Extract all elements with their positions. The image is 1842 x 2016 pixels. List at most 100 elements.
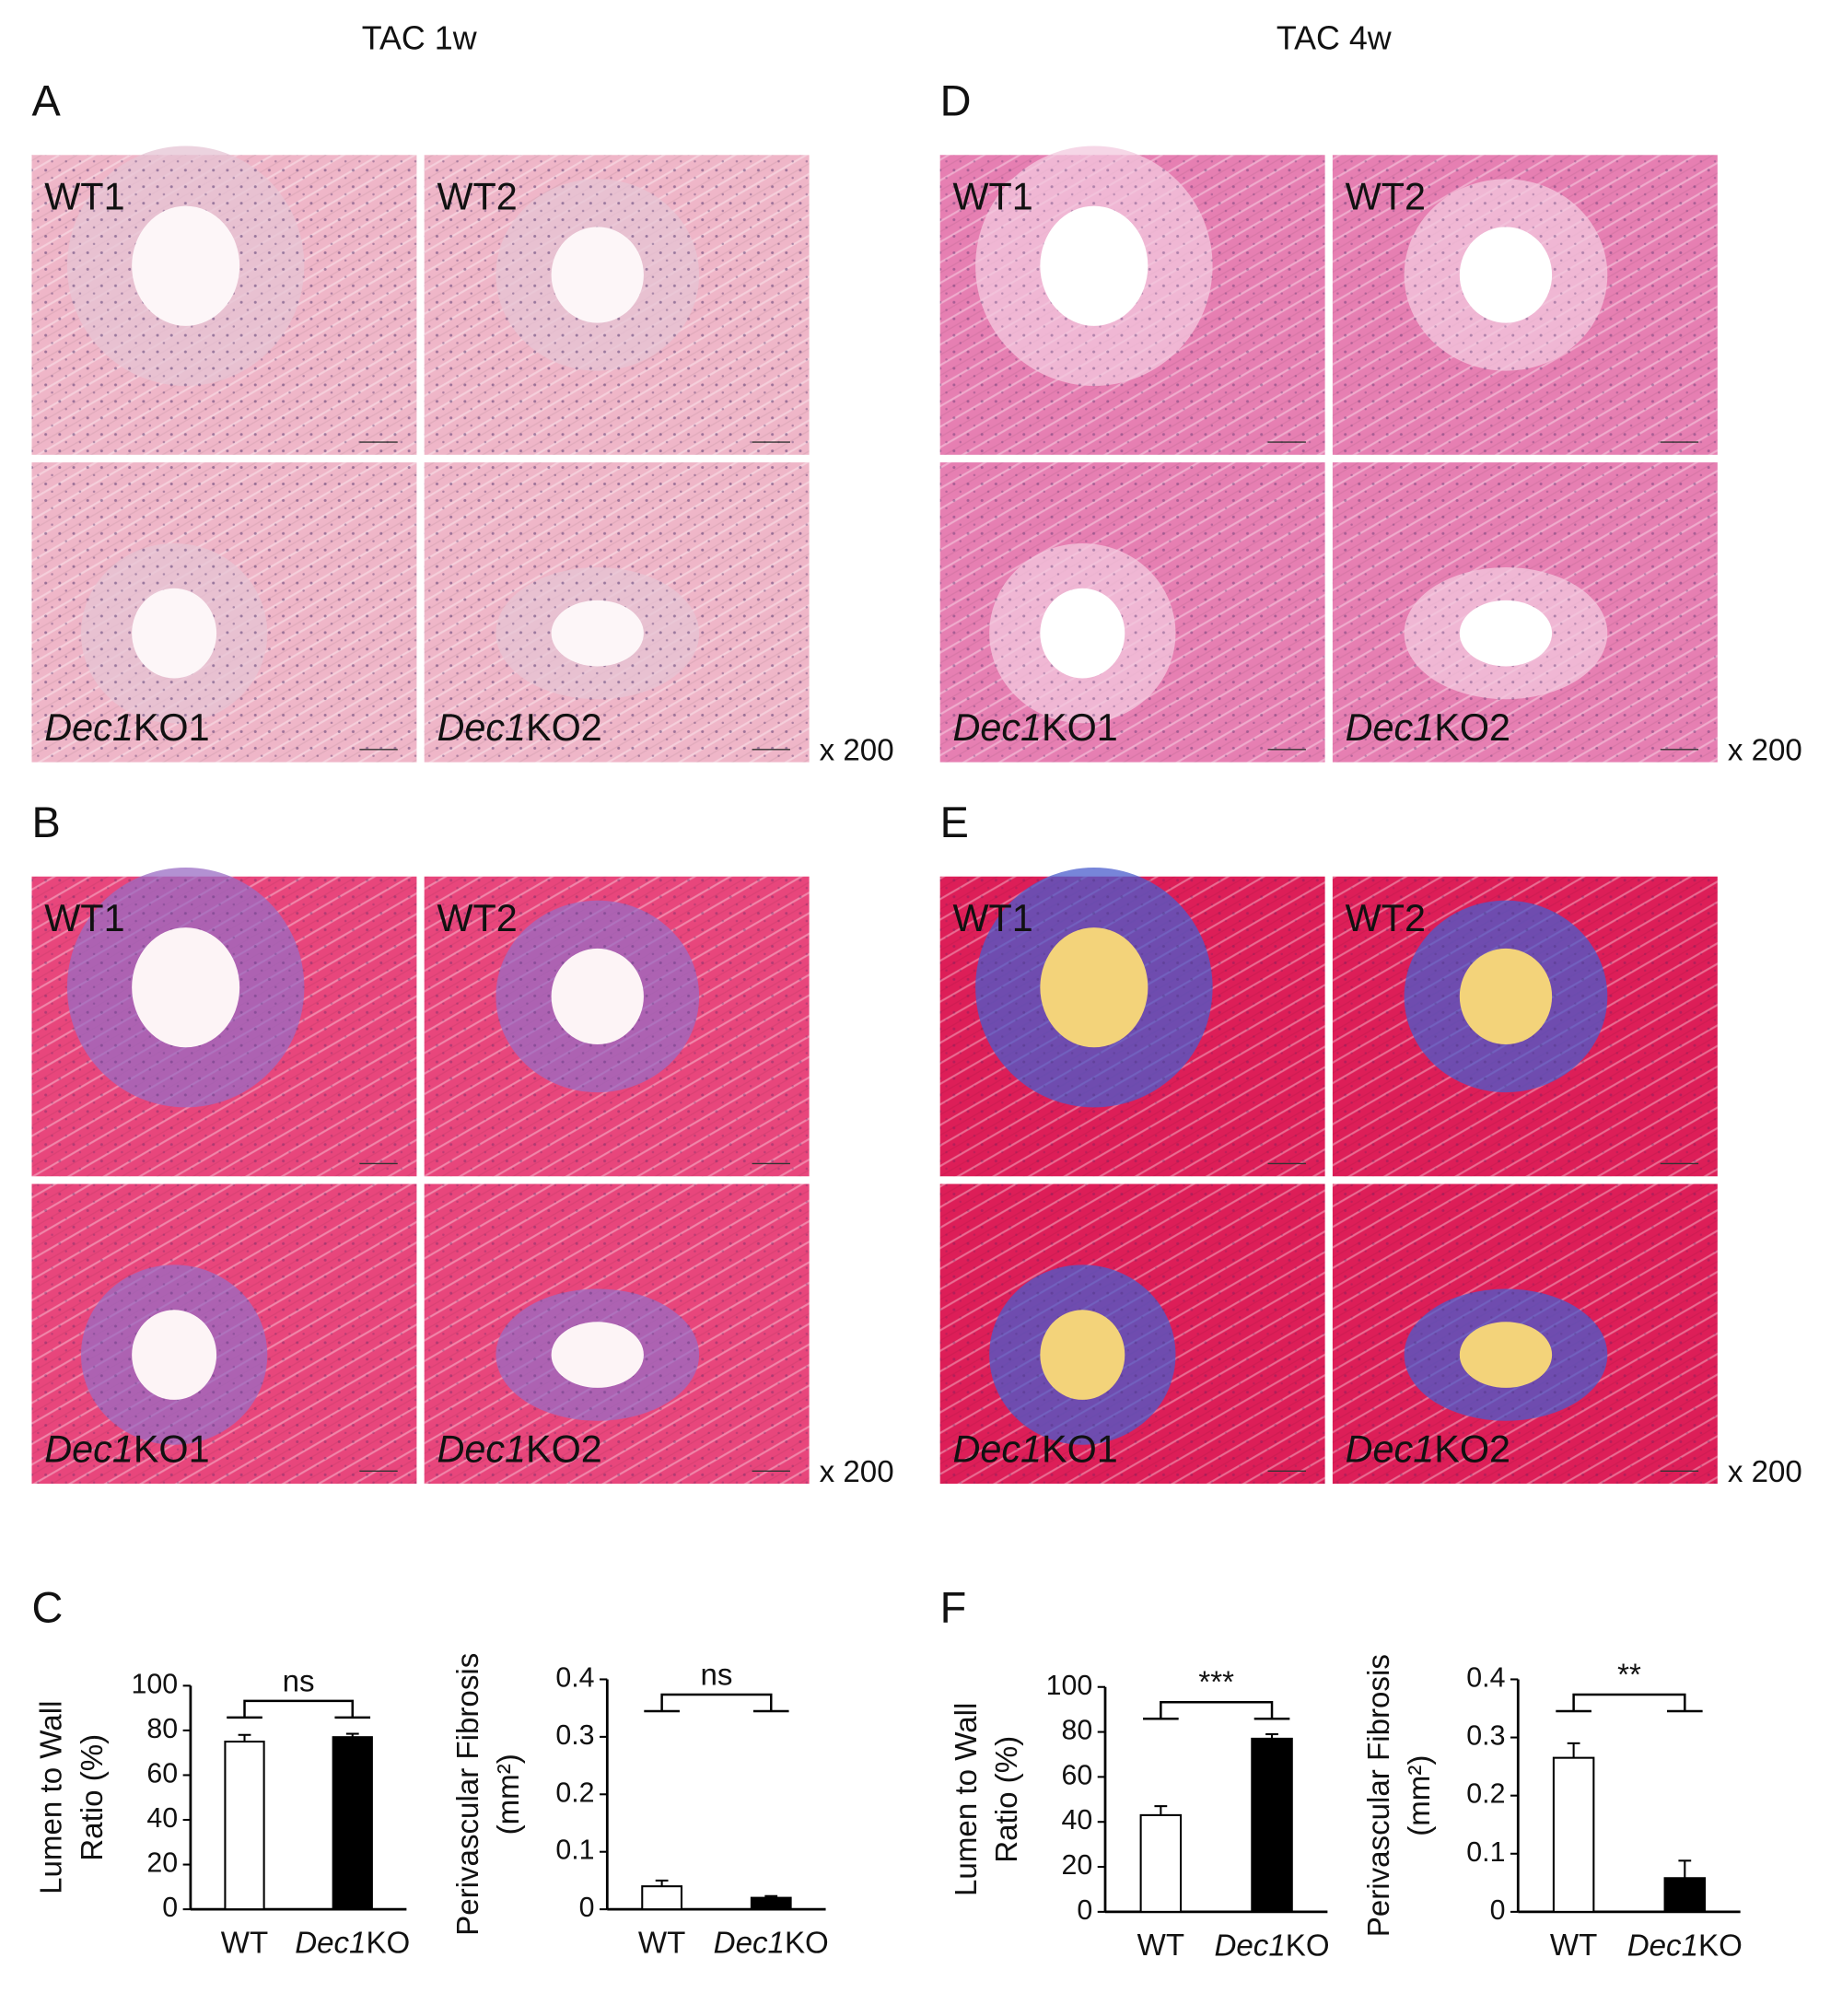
image-label: Dec1KO2	[1346, 706, 1510, 749]
error-bar	[1154, 1805, 1168, 1815]
image-label: Dec1KO1	[952, 1428, 1117, 1470]
magnification: x 200	[1728, 1455, 1802, 1489]
y-axis-label: Lumen to Wall	[950, 1703, 984, 1896]
bar	[1663, 1877, 1707, 1913]
y-axis-label: Ratio (%)	[76, 1734, 110, 1861]
error-bar	[764, 1894, 778, 1898]
error-bar	[345, 1732, 359, 1738]
vessel-lumen	[1459, 227, 1553, 323]
panel-letter: F	[940, 1583, 967, 1631]
y-tick-label: 60	[146, 1758, 178, 1789]
y-tick-label: 0.2	[555, 1777, 594, 1808]
vessel-lumen	[1459, 948, 1553, 1045]
vessel-lumen	[1040, 927, 1148, 1048]
bar	[224, 1741, 265, 1911]
y-tick-label: 100	[131, 1669, 178, 1699]
image-label: WT2	[1346, 175, 1426, 217]
y-tick-label: 0.1	[1466, 1837, 1505, 1868]
significance-label: ns	[283, 1664, 315, 1698]
vessel-lumen	[551, 1322, 644, 1388]
x-tick-label: Dec1KO	[295, 1926, 410, 1960]
x-tick-label: Dec1KO	[1627, 1929, 1743, 1963]
image-label: Dec1KO1	[952, 706, 1117, 749]
nuclei	[31, 1183, 417, 1485]
error-bar	[1567, 1742, 1580, 1758]
x-tick-label: Dec1KO	[1214, 1929, 1329, 1963]
micrograph	[424, 155, 810, 455]
y-axis-label: Perivascular Fibrosis	[1362, 1654, 1396, 1937]
bar	[1552, 1756, 1595, 1913]
panel-letter: D	[940, 77, 972, 125]
y-axis-label: Ratio (%)	[990, 1736, 1024, 1863]
y-tick-label: 0.4	[1466, 1662, 1505, 1693]
significance-bracket	[227, 1699, 371, 1719]
image-label: WT1	[44, 175, 124, 217]
panel-letter: A	[31, 77, 61, 125]
x-tick-label: WT	[638, 1926, 685, 1960]
bar	[750, 1896, 792, 1911]
significance-label: ***	[1198, 1666, 1234, 1700]
y-tick-label: 0	[162, 1893, 178, 1923]
y-axis-label: Perivascular Fibrosis	[451, 1653, 485, 1936]
magnification: x 200	[820, 733, 894, 767]
significance-bracket	[1143, 1701, 1290, 1720]
micrograph	[31, 146, 417, 455]
bar	[1139, 1813, 1183, 1913]
y-tick-label: 0.4	[555, 1662, 594, 1693]
micrograph	[939, 1183, 1325, 1485]
vessel-lumen	[132, 1310, 217, 1400]
x-tick-label: WT	[221, 1926, 268, 1960]
y-tick-label: 0	[1490, 1895, 1506, 1926]
image-label: Dec1KO2	[437, 706, 601, 749]
y-tick-label: 80	[146, 1714, 178, 1744]
magnification: x 200	[820, 1455, 894, 1489]
micrograph	[31, 867, 417, 1177]
vessel-lumen	[1459, 1322, 1553, 1388]
y-tick-label: 0.2	[1466, 1779, 1505, 1810]
panel-letter: C	[31, 1583, 63, 1631]
significance-label: ns	[700, 1658, 732, 1692]
x-tick-label: WT	[1137, 1929, 1184, 1963]
x-tick-label: Dec1KO	[714, 1926, 829, 1960]
image-label: Dec1KO1	[44, 1428, 209, 1470]
nuclei	[31, 462, 417, 763]
bracket	[660, 1693, 773, 1711]
y-tick-label: 20	[1061, 1850, 1092, 1881]
vessel-lumen	[551, 600, 644, 667]
image-label: WT1	[44, 897, 124, 939]
micrograph	[31, 462, 417, 763]
y-tick-label: 40	[146, 1803, 178, 1834]
y-axis-label: (mm²)	[1403, 1755, 1437, 1836]
y-tick-label: 60	[1061, 1760, 1092, 1790]
micrograph	[1332, 155, 1718, 455]
vessel-lumen	[551, 227, 644, 323]
vessel-lumen	[132, 927, 240, 1048]
image-label: Dec1KO2	[1346, 1428, 1510, 1470]
panel-letter: E	[940, 798, 969, 846]
significance-bracket	[1556, 1693, 1703, 1713]
micrograph	[1332, 462, 1718, 763]
vessel-lumen	[1459, 600, 1553, 667]
micrograph	[424, 876, 810, 1177]
column-title: TAC 4w	[1277, 20, 1392, 57]
image-label: WT2	[437, 897, 517, 939]
vessel-lumen	[1040, 205, 1148, 326]
micrograph	[1332, 876, 1718, 1177]
bracket	[243, 1699, 354, 1718]
micrograph	[939, 867, 1325, 1177]
vessel-lumen	[132, 205, 240, 326]
micrograph	[31, 1183, 417, 1485]
image-label: Dec1KO2	[437, 1428, 601, 1470]
vessel-lumen	[1040, 588, 1125, 679]
y-axis-label: Lumen to Wall	[35, 1701, 69, 1894]
bar	[332, 1736, 373, 1911]
bar	[641, 1885, 683, 1911]
error-bar	[1678, 1859, 1692, 1879]
vessel-lumen	[132, 588, 217, 679]
bracket	[1160, 1701, 1274, 1719]
bar	[1251, 1737, 1293, 1913]
y-tick-label: 80	[1061, 1716, 1092, 1746]
y-tick-label: 0.3	[555, 1720, 594, 1751]
image-label: WT1	[952, 897, 1032, 939]
